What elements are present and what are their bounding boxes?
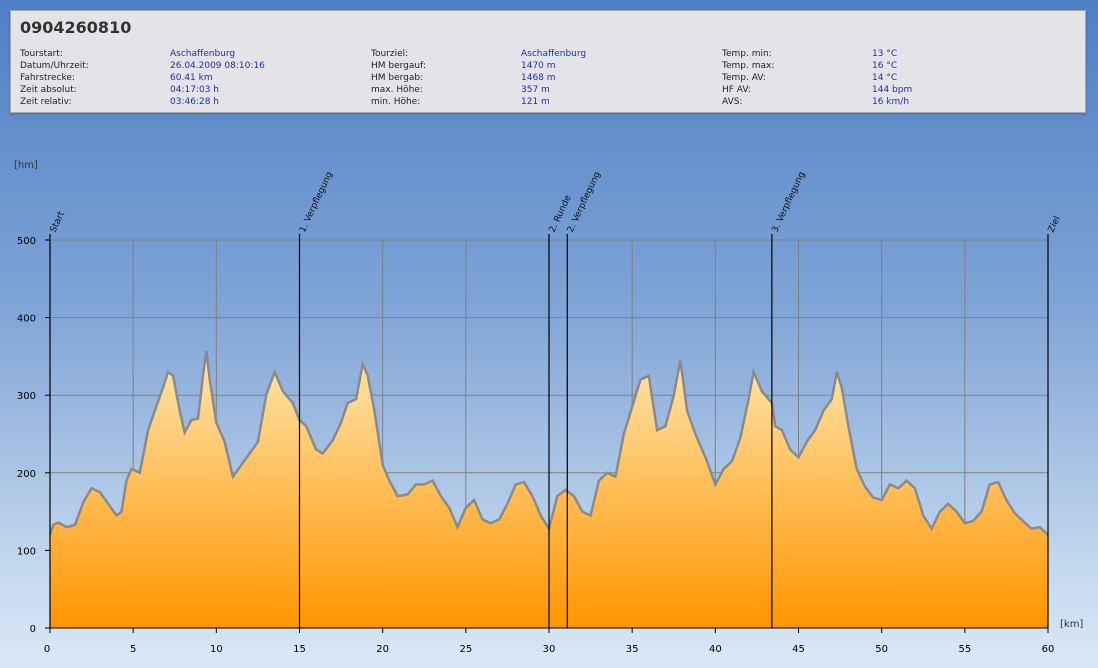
info-value: 26.04.2009 08:10:16 <box>170 61 265 71</box>
info-label: max. Höhe: <box>371 85 423 95</box>
x-tick-label: 40 <box>709 644 722 655</box>
y-tick-label: 500 <box>17 236 36 247</box>
info-label: min. Höhe: <box>371 97 421 107</box>
info-label: Temp. AV: <box>722 73 766 83</box>
y-tick-label: 400 <box>17 314 36 325</box>
info-value: 04:17:03 h <box>170 85 219 95</box>
x-tick-label: 55 <box>958 644 971 655</box>
x-tick-label: 30 <box>543 644 556 655</box>
info-label: Tourziel: <box>371 49 409 59</box>
info-row: Temp. AV: 14 °C <box>722 72 897 84</box>
waypoint-marker-label: 1. Verpflegung <box>298 170 335 234</box>
info-column-3: Temp. min: 13 °C Temp. max: 16 °C Temp. AV: 1… <box>722 48 912 108</box>
info-value: 13 °C <box>872 49 898 59</box>
info-row: HF AV: 144 bpm <box>722 84 912 96</box>
info-value: 14 °C <box>872 73 898 83</box>
waypoint-marker-label: 3. Verpflegung <box>771 170 808 234</box>
info-value: 357 m <box>521 85 550 95</box>
waypoint-marker-label: Ziel <box>1047 215 1063 234</box>
x-tick-label: 10 <box>210 644 223 655</box>
info-value: 144 bpm <box>872 85 913 95</box>
info-label: Datum/Uhrzeit: <box>20 61 89 71</box>
info-label: HM bergab: <box>371 73 424 83</box>
info-label: HM bergauf: <box>371 61 426 71</box>
info-value: Aschaffenburg <box>521 49 587 59</box>
info-value: Aschaffenburg <box>170 49 236 59</box>
info-row: HM bergauf: 1470 m <box>371 60 556 72</box>
y-tick-label: 0 <box>30 624 36 635</box>
info-label: AVS: <box>722 97 743 107</box>
info-row: min. Höhe: 121 m <box>371 96 550 108</box>
x-tick-label: 0 <box>44 644 50 655</box>
info-row: Datum/Uhrzeit: 26.04.2009 08:10:16 <box>20 60 265 72</box>
info-label: HF AV: <box>722 85 751 95</box>
info-label: Fahrstrecke: <box>20 73 75 83</box>
x-tick-label: 25 <box>459 644 472 655</box>
info-panel: 0904260810 Tourstart: Aschaffenburg Datum/… <box>10 10 1086 113</box>
waypoint-marker-label: Start <box>49 210 68 235</box>
info-row: Zeit absolut: 04:17:03 h <box>20 84 219 96</box>
y-tick-label: 300 <box>17 391 36 402</box>
info-value: 121 m <box>521 97 550 107</box>
info-value: 16 km/h <box>872 97 910 107</box>
y-tick-label: 100 <box>17 546 36 557</box>
info-row: Temp. min: 13 °C <box>722 48 897 60</box>
tour-title: 0904260810 <box>20 18 132 37</box>
info-value: 03:46:28 h <box>170 97 219 107</box>
info-value: 60.41 km <box>170 73 213 83</box>
info-column-1: Tourstart: Aschaffenburg Datum/Uhrzeit: 26.… <box>20 48 265 108</box>
x-tick-label: 45 <box>792 644 805 655</box>
info-value: 16 °C <box>872 61 898 71</box>
x-tick-label: 5 <box>130 644 136 655</box>
info-row: Tourziel: Aschaffenburg <box>371 48 586 60</box>
info-label: Tourstart: <box>20 49 63 59</box>
x-tick-label: 15 <box>293 644 306 655</box>
y-axis-label: [hm] <box>14 160 38 171</box>
info-value: 1468 m <box>521 73 556 83</box>
x-tick-label: 60 <box>1042 644 1055 655</box>
info-row: AVS: 16 km/h <box>722 96 909 108</box>
info-label: Temp. max: <box>722 61 775 71</box>
x-tick-label: 50 <box>875 644 888 655</box>
x-axis-label: [km] <box>1060 619 1083 630</box>
y-tick-label: 200 <box>17 469 36 480</box>
info-row: Temp. max: 16 °C <box>722 60 897 72</box>
info-label: Zeit relativ: <box>20 97 72 107</box>
x-tick-label: 35 <box>626 644 639 655</box>
info-row: Fahrstrecke: 60.41 km <box>20 72 213 84</box>
elevation-line <box>48 350 1049 536</box>
info-value: 1470 m <box>521 61 556 71</box>
info-row: Tourstart: Aschaffenburg <box>20 48 235 60</box>
x-tick-label: 20 <box>376 644 389 655</box>
info-row: Zeit relativ: 03:46:28 h <box>20 96 219 108</box>
info-row: max. Höhe: 357 m <box>371 84 550 96</box>
info-label: Temp. min: <box>722 49 772 59</box>
info-row: HM bergab: 1468 m <box>371 72 556 84</box>
info-label: Zeit absolut: <box>20 85 77 95</box>
